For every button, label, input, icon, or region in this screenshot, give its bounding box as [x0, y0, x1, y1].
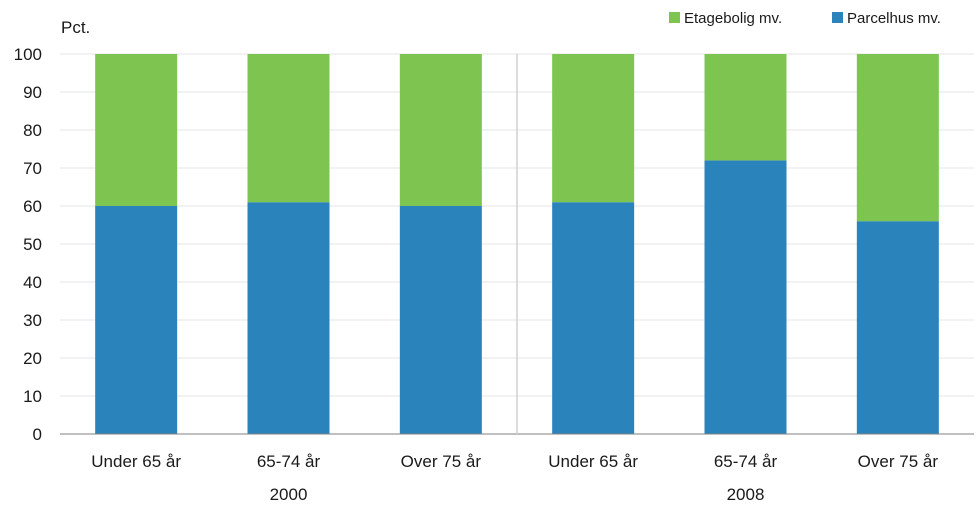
x-category-label: 65-74 år: [257, 452, 321, 471]
x-category-label: Under 65 år: [91, 452, 181, 471]
bar-segment: [247, 202, 330, 434]
y-tick-label: 90: [23, 83, 42, 102]
y-tick-label: 70: [23, 159, 42, 178]
bar-segment: [95, 206, 178, 434]
x-category-label: Under 65 år: [548, 452, 638, 471]
y-axis-ticks: 0 10 20 30 40 50 60 70 80 90 100: [14, 45, 42, 444]
bar-segment: [399, 206, 482, 434]
y-tick-label: 0: [33, 425, 42, 444]
x-category-label: Over 75 år: [401, 452, 482, 471]
bar-segment: [399, 54, 482, 206]
y-tick-label: 100: [14, 45, 42, 64]
x-category-label: 65-74 år: [714, 452, 778, 471]
bar-segment: [856, 221, 939, 434]
x-axis-groups: 2000 2008: [270, 485, 765, 504]
legend-swatch: [669, 12, 680, 23]
y-tick-label: 80: [23, 121, 42, 140]
legend-label: Parcelhus mv.: [847, 10, 941, 27]
bar-segment: [552, 54, 635, 203]
x-axis: [60, 54, 974, 435]
bar-segment: [704, 160, 787, 434]
y-tick-label: 20: [23, 349, 42, 368]
legend: Etagebolig mv. Parcelhus mv.: [669, 10, 941, 27]
x-group-label: 2000: [270, 485, 308, 504]
bar-segment: [247, 54, 330, 203]
x-category-label: Over 75 år: [858, 452, 939, 471]
x-group-label: 2008: [727, 485, 765, 504]
y-tick-label: 50: [23, 235, 42, 254]
y-tick-label: 60: [23, 197, 42, 216]
bar-segment: [552, 202, 635, 434]
bar-segment: [704, 54, 787, 161]
y-axis-label: Pct.: [61, 18, 90, 37]
y-tick-label: 10: [23, 387, 42, 406]
y-tick-label: 30: [23, 311, 42, 330]
y-tick-label: 40: [23, 273, 42, 292]
bars: [95, 54, 939, 434]
bar-segment: [95, 54, 178, 206]
legend-swatch: [832, 12, 843, 23]
legend-label: Etagebolig mv.: [684, 10, 782, 27]
bar-segment: [856, 54, 939, 222]
x-axis-categories: Under 65 år 65-74 år Over 75 år Under 65 år…: [91, 452, 938, 471]
